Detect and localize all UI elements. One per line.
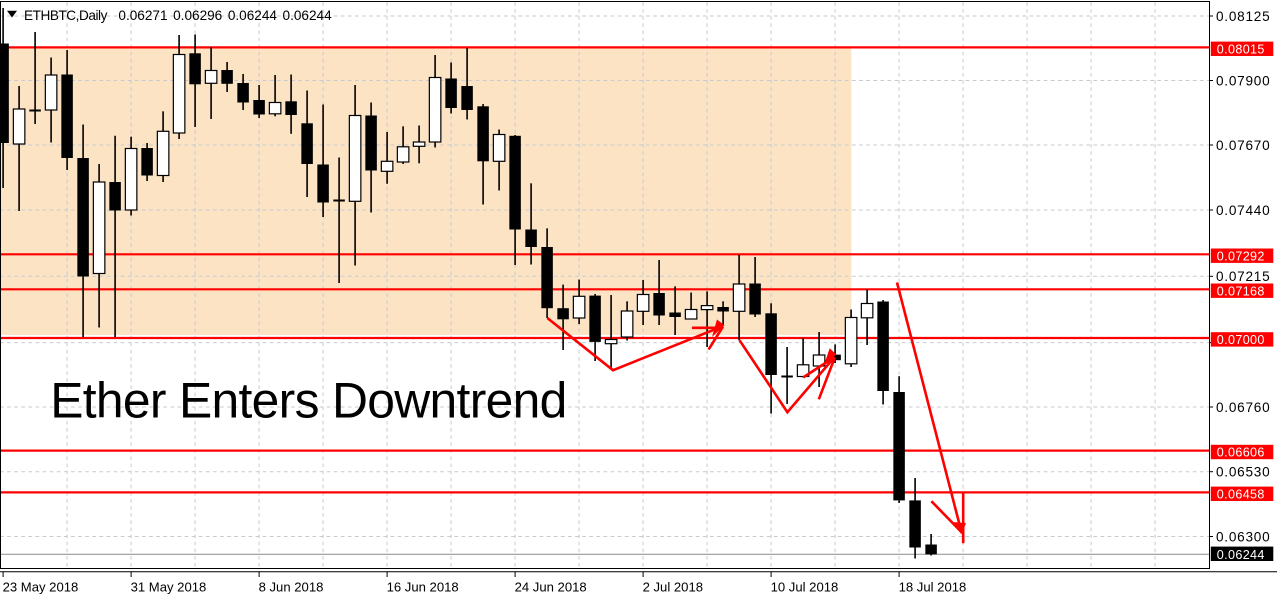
svg-text:0.07168: 0.07168 <box>1217 284 1265 298</box>
svg-text:0.07670: 0.07670 <box>1216 138 1270 153</box>
svg-text:ETHBTC,Daily: ETHBTC,Daily <box>24 8 108 23</box>
svg-text:0.07900: 0.07900 <box>1216 73 1270 88</box>
svg-text:0.07000: 0.07000 <box>1217 333 1265 347</box>
svg-text:0.07215: 0.07215 <box>1216 269 1270 284</box>
svg-text:0.06300: 0.06300 <box>1216 529 1270 544</box>
svg-text:0.08015: 0.08015 <box>1217 42 1265 56</box>
svg-text:0.06606: 0.06606 <box>1217 446 1265 460</box>
svg-text:23 May 2018: 23 May 2018 <box>3 579 79 594</box>
svg-text:18 Jul 2018: 18 Jul 2018 <box>899 579 967 594</box>
svg-text:0.08125: 0.08125 <box>1216 9 1270 24</box>
svg-text:0.06530: 0.06530 <box>1216 465 1270 480</box>
svg-text:16 Jun 2018: 16 Jun 2018 <box>387 579 459 594</box>
svg-text:0.06458: 0.06458 <box>1217 487 1265 501</box>
svg-text:0.07440: 0.07440 <box>1216 203 1270 218</box>
svg-text:0.06271 0.06296 0.06244 0.0624: 0.06271 0.06296 0.06244 0.06244 <box>118 8 332 23</box>
svg-text:0.07292: 0.07292 <box>1217 249 1265 263</box>
svg-text:10 Jul 2018: 10 Jul 2018 <box>771 579 839 594</box>
svg-text:2 Jul 2018: 2 Jul 2018 <box>643 579 703 594</box>
svg-text:8 Jun 2018: 8 Jun 2018 <box>259 579 324 594</box>
svg-text:31 May 2018: 31 May 2018 <box>131 579 207 594</box>
svg-text:0.06244: 0.06244 <box>1217 548 1265 562</box>
svg-text:0.06760: 0.06760 <box>1216 400 1270 415</box>
svg-text:24 Jun 2018: 24 Jun 2018 <box>515 579 587 594</box>
svg-text:Ether Enters Downtrend: Ether Enters Downtrend <box>50 372 566 428</box>
